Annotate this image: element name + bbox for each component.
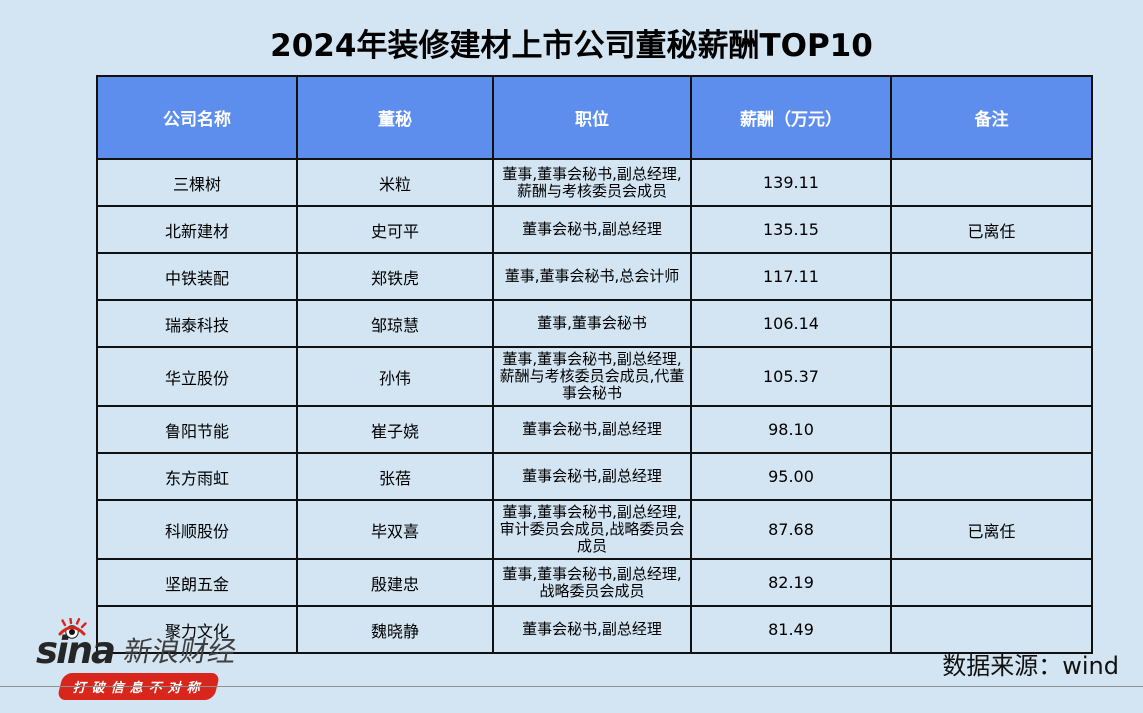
position-cell: 董事会秘书,副总经理 xyxy=(492,405,692,454)
header-cell-position: 职位 xyxy=(492,75,692,160)
note-cell: 已离任 xyxy=(890,499,1093,560)
company-cell: 北新建材 xyxy=(96,205,298,254)
salary-cell: 117.11 xyxy=(690,252,892,301)
company-cell: 三棵树 xyxy=(96,158,298,207)
company-cell: 鲁阳节能 xyxy=(96,405,298,454)
salary-cell: 95.00 xyxy=(690,452,892,501)
salary-cell: 87.68 xyxy=(690,499,892,560)
salary-cell: 98.10 xyxy=(690,405,892,454)
position-cell: 董事会秘书,副总经理 xyxy=(492,605,692,654)
note-cell xyxy=(890,299,1093,348)
note-cell: 已离任 xyxy=(890,205,1093,254)
salary-table: 公司名称 董秘 职位 薪酬（万元） 备注 三棵树 米粒 董事,董事会秘书,副总经理,… xyxy=(96,75,1093,654)
salary-cell: 82.19 xyxy=(690,558,892,607)
position-cell: 董事会秘书,副总经理 xyxy=(492,205,692,254)
sina-wordmark: sina xyxy=(36,618,116,669)
table-row: 瑞泰科技 邹琼慧 董事,董事会秘书 106.14 xyxy=(96,299,1093,348)
company-cell: 东方雨虹 xyxy=(96,452,298,501)
position-cell: 董事会秘书,副总经理 xyxy=(492,452,692,501)
position-cell: 董事,董事会秘书,副总经理,审计委员会成员,战略委员会成员 xyxy=(492,499,692,560)
salary-cell: 105.37 xyxy=(690,346,892,407)
salary-cell: 81.49 xyxy=(690,605,892,654)
sina-logo: sina 新浪财经 打破信息不对称 xyxy=(36,618,240,700)
footer-divider xyxy=(0,686,1143,687)
table-header-row: 公司名称 董秘 职位 薪酬（万元） 备注 xyxy=(96,75,1093,160)
table-row: 坚朗五金 殷建忠 董事,董事会秘书,副总经理,战略委员会成员 82.19 xyxy=(96,558,1093,607)
data-source-label: 数据来源：wind xyxy=(942,652,1119,680)
page-title: 2024年装修建材上市公司董秘薪酬TOP10 xyxy=(270,28,873,64)
secretary-cell: 郑铁虎 xyxy=(296,252,494,301)
table-row: 中铁装配 郑铁虎 董事,董事会秘书,总会计师 117.11 xyxy=(96,252,1093,301)
position-cell: 董事,董事会秘书,副总经理,薪酬与考核委员会成员,代董事会秘书 xyxy=(492,346,692,407)
header-cell-note: 备注 xyxy=(890,75,1093,160)
note-cell xyxy=(890,346,1093,407)
table-body: 三棵树 米粒 董事,董事会秘书,副总经理,薪酬与考核委员会成员 139.11 北新建材史… xyxy=(96,158,1093,654)
table-row: 聚力文化 魏晓静 董事会秘书,副总经理 81.49 xyxy=(96,605,1093,654)
table-row: 三棵树 米粒 董事,董事会秘书,副总经理,薪酬与考核委员会成员 139.11 xyxy=(96,158,1093,207)
table-row: 北新建材 史可平 董事会秘书,副总经理 135.15 已离任 xyxy=(96,205,1093,254)
company-cell: 聚力文化 xyxy=(96,605,298,654)
header-cell-secretary: 董秘 xyxy=(296,75,494,160)
note-cell xyxy=(890,252,1093,301)
secretary-cell: 史可平 xyxy=(296,205,494,254)
secretary-cell: 崔子娆 xyxy=(296,405,494,454)
note-cell xyxy=(890,405,1093,454)
secretary-cell: 米粒 xyxy=(296,158,494,207)
company-cell: 坚朗五金 xyxy=(96,558,298,607)
secretary-cell: 毕双喜 xyxy=(296,499,494,560)
position-cell: 董事,董事会秘书 xyxy=(492,299,692,348)
sina-finance-wordmark: 新浪财经 xyxy=(121,635,240,668)
table-row: 科顺股份 毕双喜 董事,董事会秘书,副总经理,审计委员会成员,战略委员会成员 87.6… xyxy=(96,499,1093,560)
salary-cell: 139.11 xyxy=(690,158,892,207)
company-cell: 中铁装配 xyxy=(96,252,298,301)
position-cell: 董事,董事会秘书,副总经理,薪酬与考核委员会成员 xyxy=(492,158,692,207)
sina-latin-text: sina xyxy=(36,629,116,672)
note-cell xyxy=(890,558,1093,607)
note-cell xyxy=(890,452,1093,501)
note-cell xyxy=(890,605,1093,654)
secretary-cell: 殷建忠 xyxy=(296,558,494,607)
header-cell-company: 公司名称 xyxy=(96,75,298,160)
table-row: 鲁阳节能 崔子娆 董事会秘书,副总经理 98.10 xyxy=(96,405,1093,454)
salary-cell: 135.15 xyxy=(690,205,892,254)
secretary-cell: 魏晓静 xyxy=(296,605,494,654)
company-cell: 科顺股份 xyxy=(96,499,298,560)
table-row: 东方雨虹 张蓓 董事会秘书,副总经理 95.00 xyxy=(96,452,1093,501)
company-cell: 华立股份 xyxy=(96,346,298,407)
secretary-cell: 孙伟 xyxy=(296,346,494,407)
sina-eye-icon xyxy=(58,618,87,639)
position-cell: 董事,董事会秘书,副总经理,战略委员会成员 xyxy=(492,558,692,607)
table-row: 华立股份 孙伟 董事,董事会秘书,副总经理,薪酬与考核委员会成员,代董事会秘书 105… xyxy=(96,346,1093,407)
secretary-cell: 邹琼慧 xyxy=(296,299,494,348)
position-cell: 董事,董事会秘书,总会计师 xyxy=(492,252,692,301)
salary-cell: 106.14 xyxy=(690,299,892,348)
header-cell-salary: 薪酬（万元） xyxy=(690,75,892,160)
secretary-cell: 张蓓 xyxy=(296,452,494,501)
note-cell xyxy=(890,158,1093,207)
company-cell: 瑞泰科技 xyxy=(96,299,298,348)
